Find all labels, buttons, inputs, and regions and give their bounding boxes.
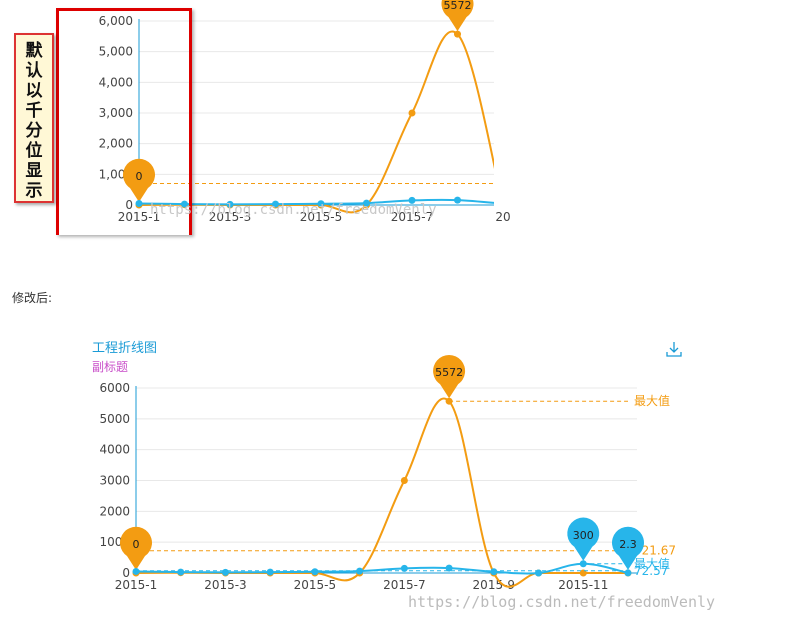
- min-pin-0-0-label: 0: [136, 170, 143, 183]
- avg-label-1-0: 721.67: [634, 544, 676, 558]
- max-pin-0-0: [441, 0, 474, 32]
- y-tick-0-0: 0: [125, 198, 133, 212]
- after-label: 修改后:: [12, 291, 53, 305]
- data-point-1-1-8: [490, 568, 498, 576]
- data-point-0-1-0: [135, 199, 143, 207]
- data-point-0-1-1: [181, 200, 188, 208]
- x-tick-1-1: 2015-3: [204, 578, 247, 592]
- watermark: https://blog.csdn.net/freedomVenly: [408, 593, 716, 611]
- data-point-1-1-5: [356, 567, 364, 575]
- series-line-1-1: [135, 562, 629, 575]
- min-pin-0-0: [122, 158, 155, 202]
- data-point-1-1-7: [445, 564, 453, 572]
- data-point-0-0-7: [454, 30, 461, 38]
- y-tick-0-4: 4,000: [99, 75, 133, 89]
- annotation-text: 默认以千分位显示: [25, 41, 43, 201]
- y-tick-1-6: 6000: [99, 381, 130, 395]
- y-tick-0-5: 5,000: [99, 45, 133, 59]
- max-pin-1-1: [567, 517, 600, 561]
- x-tick-0-0: 2015-1: [118, 210, 161, 224]
- x-tick-1-4: 2015-9: [473, 578, 516, 592]
- x-tick-1-2: 2015-5: [294, 578, 337, 592]
- highlight-box: [56, 8, 192, 235]
- series-line-1-0: [135, 397, 628, 588]
- min-pin-1-1-label: 2.3: [619, 538, 637, 551]
- download-icon[interactable]: [665, 340, 683, 358]
- annotation-box: 默认以千分位显示: [14, 33, 54, 203]
- min-pin-1-0: [119, 526, 152, 570]
- chart-subtitle: 副标题: [92, 360, 129, 374]
- data-point-1-1-0: [132, 567, 140, 575]
- x-tick-1-0: 2015-1: [115, 578, 158, 592]
- y-tick-0-3: 3,000: [99, 106, 133, 120]
- x-tick-1-5: 2015-11: [558, 578, 608, 592]
- x-tick-1-3: 2015-7: [383, 578, 426, 592]
- data-point-0-1-7: [454, 196, 461, 204]
- max-pin-1-0: [433, 354, 466, 399]
- y-tick-1-2: 2000: [99, 504, 130, 518]
- chart-title: 工程折线图: [92, 341, 158, 356]
- y-tick-1-0: 0: [122, 566, 130, 580]
- data-point-1-0-6: [400, 477, 408, 484]
- data-point-1-1-6: [400, 564, 408, 572]
- max-pin-1-1-label: 300: [573, 529, 594, 542]
- data-point-0-1-6: [408, 196, 416, 204]
- max-pin-0-0-label: 5572: [444, 0, 472, 12]
- min-pin-1-0-label: 0: [133, 538, 140, 551]
- avg-label-1-1: 72.57: [634, 564, 668, 578]
- max-pin-1-0-label: 5572: [435, 366, 463, 379]
- x-tick-0-4: 20: [495, 210, 510, 224]
- y-tick-0-6: 6,000: [99, 14, 133, 28]
- y-tick-0-2: 2,000: [99, 137, 133, 151]
- x-tick-0-3: 2015-7: [391, 210, 434, 224]
- data-point-0-1-3: [272, 200, 279, 208]
- min-pin-1-1: [612, 526, 644, 570]
- data-point-0-1-5: [363, 199, 370, 207]
- y-tick-1-3: 3000: [99, 474, 130, 488]
- data-point-0-1-4: [317, 200, 325, 208]
- data-point-0-1-2: [226, 200, 234, 208]
- data-point-1-1-4: [311, 568, 319, 576]
- data-point-1-1-3: [266, 568, 274, 576]
- y-tick-1-5: 5000: [99, 412, 130, 426]
- watermark-top: https://blog.csdn.net/freedomVenly: [150, 202, 437, 218]
- data-point-1-1-2: [221, 568, 229, 576]
- x-tick-0-2: 2015-5: [300, 210, 343, 224]
- y-tick-1-4: 4000: [99, 443, 130, 457]
- series-line-0-0: [138, 30, 494, 214]
- x-tick-0-1: 2015-3: [209, 210, 252, 224]
- max-text-1-1: 最大值: [634, 556, 670, 571]
- max-text-1-0: 最大值: [634, 393, 670, 408]
- data-point-0-0-6: [408, 109, 416, 117]
- data-point-1-1-1: [177, 568, 185, 576]
